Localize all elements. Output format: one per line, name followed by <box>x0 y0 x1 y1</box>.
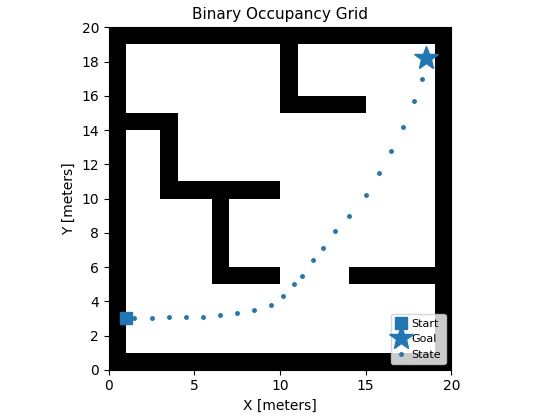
X-axis label: X [meters]: X [meters] <box>243 399 317 413</box>
State <box>217 312 223 318</box>
State <box>183 314 189 319</box>
Title: Binary Occupancy Grid: Binary Occupancy Grid <box>192 7 368 22</box>
State <box>422 55 429 60</box>
State <box>290 282 297 287</box>
State <box>299 273 306 278</box>
State <box>280 294 287 299</box>
State <box>199 314 206 319</box>
State <box>388 148 395 153</box>
Line: State: State <box>131 55 429 322</box>
State <box>419 76 426 81</box>
State <box>148 316 155 321</box>
State <box>319 246 326 251</box>
State <box>332 228 338 234</box>
State <box>410 98 417 103</box>
Legend: Start, Goal, State: Start, Goal, State <box>390 314 446 364</box>
State <box>251 307 258 312</box>
State <box>131 316 138 321</box>
State <box>376 171 382 176</box>
State <box>362 193 369 198</box>
State <box>165 314 172 319</box>
State <box>268 302 275 307</box>
State <box>234 311 241 316</box>
State <box>309 257 316 262</box>
State <box>345 213 352 218</box>
Y-axis label: Y [meters]: Y [meters] <box>62 162 76 235</box>
State <box>400 124 407 129</box>
